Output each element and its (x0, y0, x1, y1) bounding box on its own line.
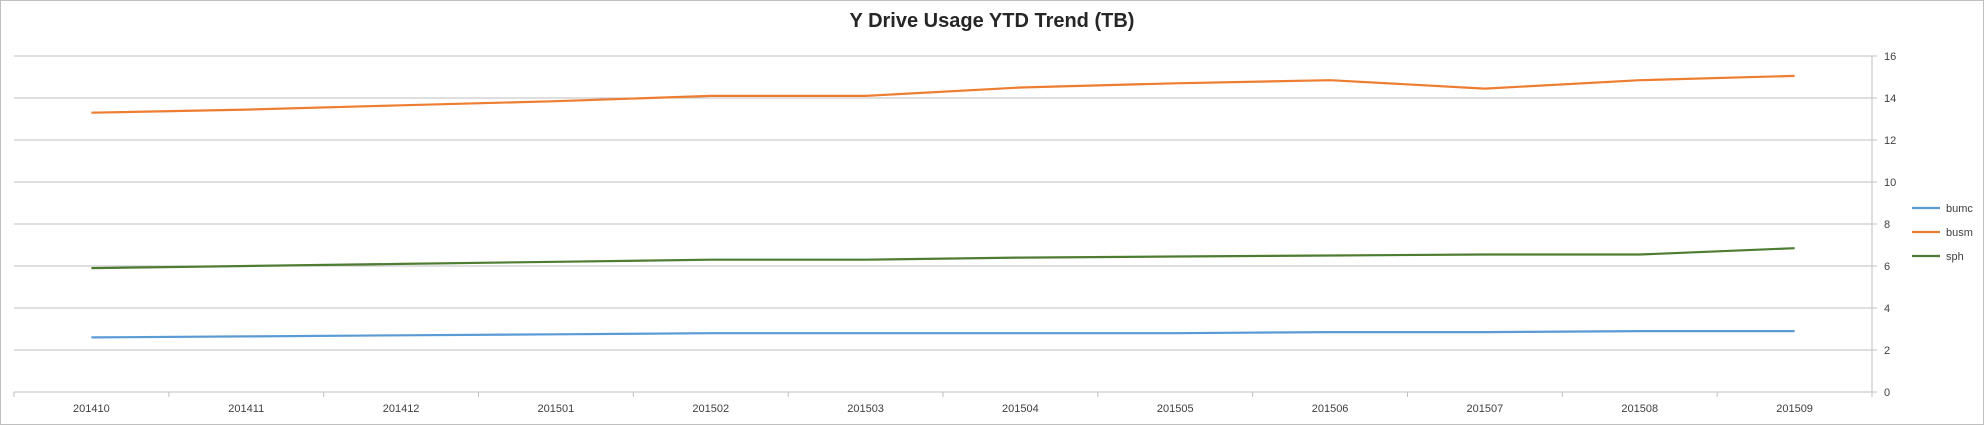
x-tick-label: 201509 (1776, 403, 1813, 415)
x-tick-label: 201502 (692, 403, 729, 415)
x-tick-label: 201508 (1621, 403, 1658, 415)
x-tick-label: 201507 (1467, 403, 1504, 415)
legend: bumc busm sph (1912, 203, 1973, 263)
y-tick-label: 0 (1884, 387, 1890, 399)
y-tick-label: 16 (1884, 51, 1896, 63)
chart-title: Y Drive Usage YTD Trend (TB) (849, 10, 1135, 32)
series-line-bumc (91, 330, 1795, 339)
y-tick-label: 12 (1884, 135, 1896, 147)
gridlines (14, 55, 1872, 393)
x-tick-label: 201410 (73, 403, 110, 415)
x-axis: 201410 201411 201412 201501 201502 201503 2015… (13, 392, 1873, 415)
x-tick-label: 201411 (228, 403, 264, 415)
x-tick-label: 201505 (1157, 403, 1194, 415)
y-tick-label: 6 (1884, 261, 1890, 273)
y-axis: 0 2 4 6 8 10 12 14 16 (1871, 51, 1896, 399)
series-lines (91, 74, 1795, 339)
x-tick-label: 201506 (1312, 403, 1349, 415)
y-tick-label: 4 (1884, 303, 1890, 315)
legend-label-busm: busm (1946, 227, 1973, 239)
series-line-sph (91, 247, 1795, 270)
x-tick-label: 201412 (383, 403, 420, 415)
x-tick-label: 201504 (1002, 403, 1039, 415)
legend-label-sph: sph (1946, 251, 1964, 263)
y-tick-label: 2 (1884, 345, 1890, 357)
series-line-busm (91, 74, 1795, 114)
legend-label-bumc: bumc (1946, 203, 1973, 215)
x-tick-label: 201501 (538, 403, 575, 415)
y-tick-label: 10 (1884, 177, 1896, 189)
x-tick-label: 201503 (847, 403, 884, 415)
y-tick-label: 14 (1884, 93, 1896, 105)
y-tick-label: 8 (1884, 219, 1890, 231)
